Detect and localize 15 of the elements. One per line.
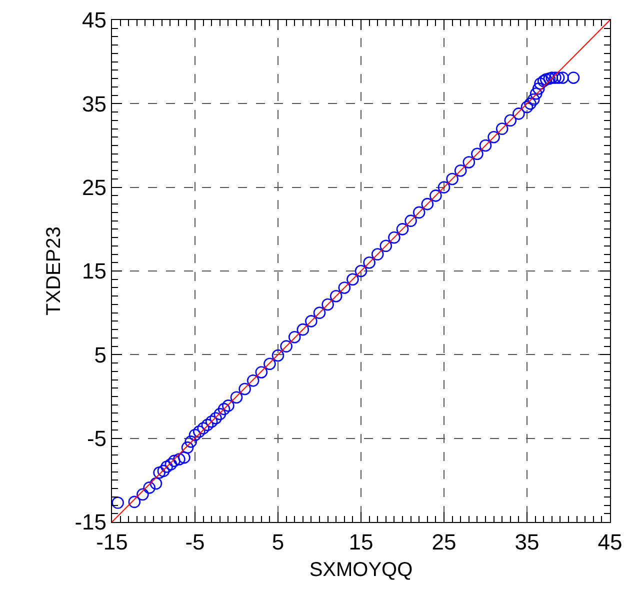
y-tick-label: 25 xyxy=(82,175,106,200)
y-tick-label: 5 xyxy=(94,342,106,368)
x-tick-label: 35 xyxy=(514,530,540,554)
y-tick-label: -15 xyxy=(74,510,106,535)
x-tick-label: 15 xyxy=(348,530,374,554)
x-tick-label: -5 xyxy=(185,530,205,554)
y-tick-label: 15 xyxy=(82,258,106,284)
y-tick-label: 45 xyxy=(82,8,106,33)
x-tick-label: 5 xyxy=(272,530,284,554)
x-tick-label: 45 xyxy=(598,530,622,554)
y-tick-label: 35 xyxy=(82,91,106,116)
x-tick-label: 25 xyxy=(432,530,456,554)
y-axis-title: TXDEP23 xyxy=(43,226,66,316)
y-tick-label: -5 xyxy=(86,426,106,452)
x-axis-title: SXMOYQQ xyxy=(309,559,413,581)
